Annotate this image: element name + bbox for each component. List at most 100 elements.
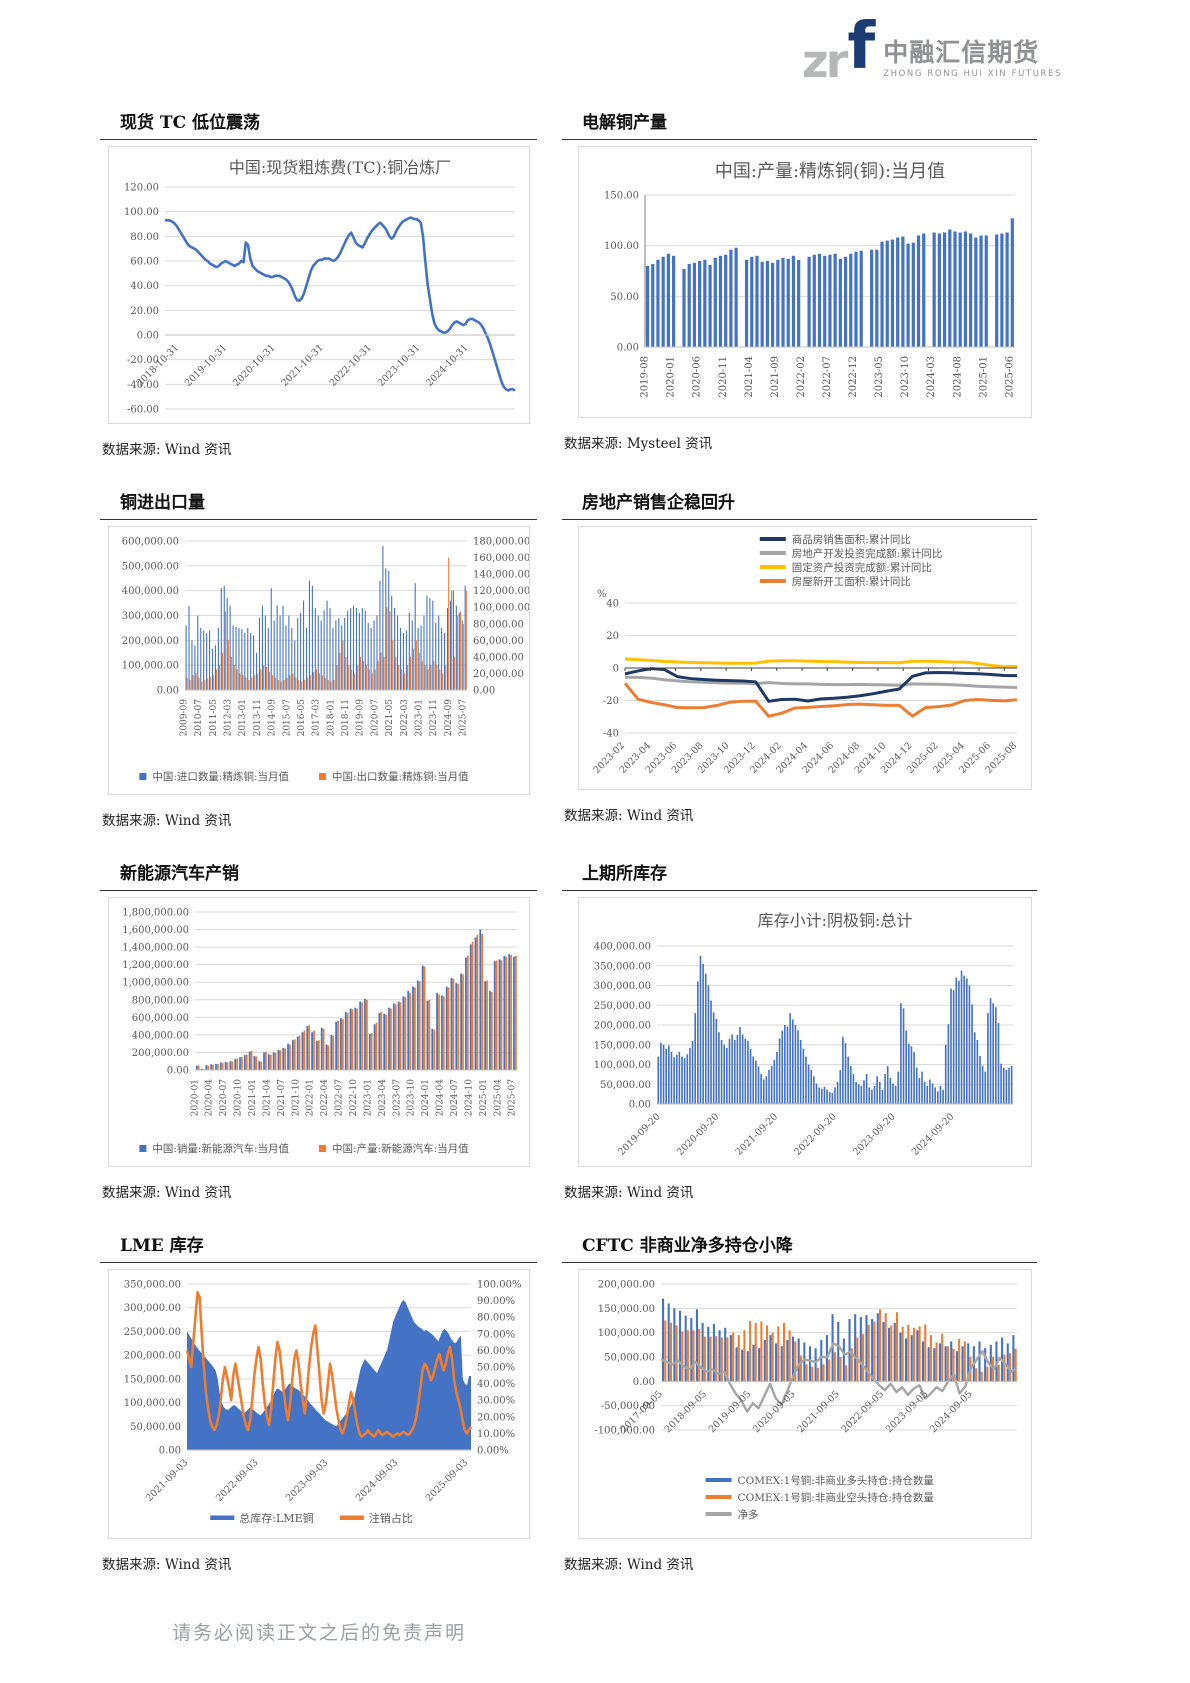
section-spot-tc: 现货 TC 低位震荡 120.00 100.00 80.00 60.00 40.00 20… (100, 112, 537, 458)
svg-text:-20.00: -20.00 (127, 355, 159, 366)
svg-text:中国:销量:新能源汽车:当月值: 中国:销量:新能源汽车:当月值 (152, 1142, 289, 1155)
svg-text:2009-09: 2009-09 (179, 699, 189, 737)
svg-text:2025-01: 2025-01 (978, 356, 989, 398)
svg-text:2022-09-05: 2022-09-05 (840, 1389, 887, 1436)
svg-text:2023-10: 2023-10 (900, 356, 911, 398)
svg-text:40,000.00: 40,000.00 (473, 653, 524, 664)
svg-text:160,000.00: 160,000.00 (473, 553, 529, 564)
svg-text:40: 40 (606, 599, 619, 610)
svg-text:2017-03: 2017-03 (312, 699, 322, 737)
svg-text:150,000.00: 150,000.00 (594, 1041, 651, 1052)
svg-text:2024-10: 2024-10 (464, 1079, 474, 1117)
section-title: LME 库存 (120, 1236, 204, 1257)
svg-text:1,400,000.00: 1,400,000.00 (122, 943, 189, 954)
svg-text:2022-10-31: 2022-10-31 (328, 342, 375, 389)
data-source-note: 数据来源: Wind 资讯 (564, 808, 694, 825)
section-title: 电解铜产量 (582, 113, 667, 133)
svg-text:2023-05: 2023-05 (874, 356, 885, 398)
svg-text:2020-11: 2020-11 (718, 356, 729, 398)
svg-text:20.00%: 20.00% (477, 1413, 515, 1424)
svg-text:2020-01: 2020-01 (190, 1079, 200, 1116)
svg-text:2019-09-20: 2019-09-20 (616, 1112, 663, 1159)
svg-text:100,000.00: 100,000.00 (594, 1060, 651, 1071)
svg-text:2022-09-20: 2022-09-20 (792, 1112, 839, 1159)
svg-text:150,000.00: 150,000.00 (124, 1375, 181, 1386)
svg-text:0.00: 0.00 (629, 1100, 651, 1111)
svg-text:2021-10-31: 2021-10-31 (279, 342, 326, 389)
svg-text:库存小计:阴极铜:总计: 库存小计:阴极铜:总计 (758, 911, 913, 930)
data-source-note: 数据来源: Wind 资讯 (102, 1557, 232, 1574)
svg-text:300,000.00: 300,000.00 (124, 1304, 181, 1315)
logo-f: f (847, 10, 876, 84)
section-rule: 现货 TC 低位震荡 (100, 112, 537, 141)
svg-text:500,000.00: 500,000.00 (122, 562, 179, 573)
svg-text:商品房销售面积:累计同比: 商品房销售面积:累计同比 (792, 533, 911, 546)
svg-text:0.00: 0.00 (617, 343, 639, 354)
svg-text:20: 20 (606, 631, 619, 642)
svg-text:中国:产量:精炼铜(铜):当月值: 中国:产量:精炼铜(铜):当月值 (715, 161, 945, 182)
svg-text:300,000.00: 300,000.00 (122, 611, 179, 622)
svg-text:2023-01: 2023-01 (363, 1079, 373, 1116)
svg-text:300,000.00: 300,000.00 (594, 981, 651, 992)
svg-text:2025-09-03: 2025-09-03 (424, 1458, 471, 1505)
svg-text:2021-04: 2021-04 (744, 356, 755, 398)
data-source-note: 数据来源: Wind 资讯 (102, 442, 232, 459)
svg-text:-100,000.00: -100,000.00 (594, 1426, 655, 1437)
svg-text:中国:现货粗炼费(TC):铜冶炼厂: 中国:现货粗炼费(TC):铜冶炼厂 (229, 158, 451, 177)
svg-text:2022-02: 2022-02 (796, 356, 807, 398)
svg-text:2025-01: 2025-01 (479, 1079, 489, 1116)
section-title: 现货 TC 低位震荡 (120, 113, 261, 133)
svg-text:房屋新开工面积:累计同比: 房屋新开工面积:累计同比 (792, 575, 911, 588)
section-lme-inventory: LME 库存 350,000.00 300,000.00 250,000.00 200… (100, 1235, 537, 1573)
svg-text:0.00: 0.00 (159, 1446, 181, 1457)
section-copper-import-export: 铜进出口量 600,000.00 500,000.00 400,000.00 300,… (100, 492, 537, 829)
company-logo: zr f 中融汇信期货 ZHONG RONG HUI XIN FUTURES (802, 10, 1062, 84)
svg-text:2022-09-03: 2022-09-03 (214, 1458, 261, 1505)
shfe-chart: 400,000.00 350,000.00 300,000.00 250,000.00… (579, 898, 1031, 1166)
svg-text:2018-09-05: 2018-09-05 (663, 1389, 710, 1436)
svg-text:2020-07: 2020-07 (219, 1079, 229, 1117)
svg-text:2025-07: 2025-07 (459, 699, 469, 737)
svg-text:2022-04: 2022-04 (320, 1079, 330, 1117)
svg-text:600,000.00: 600,000.00 (122, 537, 179, 548)
svg-text:350,000.00: 350,000.00 (594, 962, 651, 973)
svg-text:总库存:LME铜: 总库存:LME铜 (239, 1511, 313, 1525)
svg-text:2020-10-31: 2020-10-31 (231, 342, 278, 389)
svg-text:100,000.00: 100,000.00 (122, 661, 179, 672)
import-export-chart-frame: 600,000.00 500,000.00 400,000.00 300,000.00… (108, 526, 530, 796)
svg-text:2021-07: 2021-07 (277, 1079, 287, 1117)
svg-text:100.00: 100.00 (604, 241, 639, 252)
svg-text:400,000.00: 400,000.00 (594, 942, 651, 953)
svg-text:30.00%: 30.00% (477, 1396, 515, 1407)
svg-text:2024-08: 2024-08 (952, 356, 963, 398)
section-rule: 电解铜产量 (562, 112, 1037, 141)
svg-text:2024-09-03: 2024-09-03 (354, 1458, 401, 1505)
spot-tc-chart: 120.00 100.00 80.00 60.00 40.00 20.00 0.00 -20.… (109, 147, 529, 423)
svg-text:2021-09-03: 2021-09-03 (144, 1458, 191, 1505)
section-title: CFTC 非商业净多持仓小降 (582, 1236, 793, 1257)
svg-text:%: % (597, 589, 607, 600)
svg-text:2024-10-31: 2024-10-31 (424, 342, 471, 389)
data-source-note: 数据来源: Wind 资讯 (102, 1185, 232, 1202)
svg-text:2011-05: 2011-05 (209, 699, 219, 737)
svg-text:0.00%: 0.00% (477, 1446, 509, 1457)
svg-text:2022-12: 2022-12 (848, 356, 859, 398)
svg-text:2021-04: 2021-04 (262, 1079, 272, 1117)
svg-text:100,000.00: 100,000.00 (473, 603, 529, 614)
svg-text:注销占比: 注销占比 (369, 1511, 413, 1525)
svg-text:2024-03: 2024-03 (926, 356, 937, 398)
svg-text:2013-01: 2013-01 (238, 699, 248, 736)
svg-text:-50,000.00: -50,000.00 (601, 1402, 655, 1413)
section-rule: 上期所库存 (562, 863, 1037, 892)
svg-text:60.00%: 60.00% (477, 1346, 515, 1357)
svg-text:2023-01: 2023-01 (415, 699, 425, 736)
spot-tc-chart-frame: 120.00 100.00 80.00 60.00 40.00 20.00 0.00 -20.… (108, 146, 530, 425)
svg-text:100.00%: 100.00% (477, 1280, 522, 1291)
svg-text:0.00: 0.00 (473, 686, 495, 697)
svg-text:-40.00: -40.00 (127, 380, 159, 391)
svg-text:2025-04: 2025-04 (493, 1079, 503, 1117)
cftc-chart: 200,000.00 150,000.00 100,000.00 50,000.00 0… (579, 1270, 1031, 1538)
svg-text:200,000.00: 200,000.00 (122, 636, 179, 647)
svg-text:固定资产投资完成额:累计同比: 固定资产投资完成额:累计同比 (792, 561, 932, 574)
svg-text:2024-09-20: 2024-09-20 (910, 1112, 957, 1159)
